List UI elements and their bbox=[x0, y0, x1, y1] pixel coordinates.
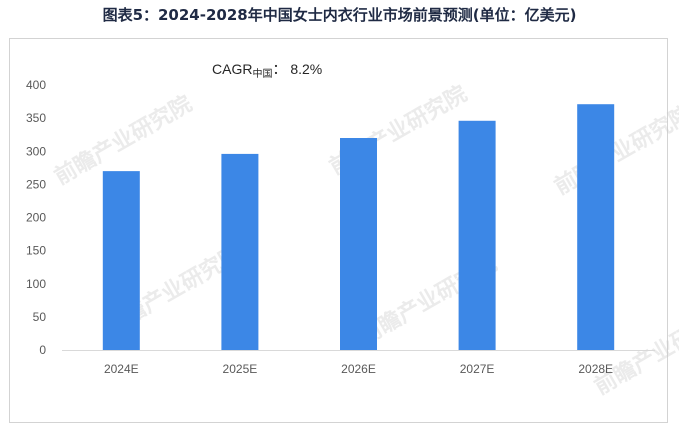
y-tick-label: 100 bbox=[26, 277, 46, 291]
y-tick-label: 50 bbox=[33, 310, 47, 324]
y-axis-ticks: 0 50 100 150 200 250 300 350 400 bbox=[26, 78, 46, 357]
y-tick-label: 200 bbox=[26, 211, 46, 225]
bar-2028E bbox=[577, 104, 615, 351]
cagr-prefix: CAGR bbox=[212, 61, 252, 77]
y-tick-label: 350 bbox=[26, 111, 46, 125]
x-tick-label: 2025E bbox=[223, 362, 258, 376]
y-tick-label: 300 bbox=[26, 144, 46, 158]
bar-2025E bbox=[221, 153, 259, 350]
watermark-text: 前瞻产业研究院 bbox=[550, 101, 679, 201]
cagr-annotation: CAGR中国： 8.2% bbox=[212, 61, 322, 80]
chart-title: 图表5：2024-2028年中国女士内衣行业市场前景预测(单位：亿美元) bbox=[102, 6, 577, 24]
x-axis-ticks: 2024E 2025E 2026E 2027E 2028E bbox=[104, 362, 613, 376]
y-tick-label: 400 bbox=[26, 78, 46, 92]
y-tick-label: 150 bbox=[26, 244, 46, 258]
x-tick-label: 2026E bbox=[341, 362, 376, 376]
x-tick-label: 2028E bbox=[578, 362, 613, 376]
bar-series bbox=[102, 104, 615, 351]
x-tick-label: 2027E bbox=[460, 362, 495, 376]
bar-2027E bbox=[458, 120, 496, 351]
cagr-value: ： 8.2% bbox=[272, 61, 322, 77]
bar-2024E bbox=[102, 171, 140, 350]
x-tick-label: 2024E bbox=[104, 362, 139, 376]
y-tick-label: 250 bbox=[26, 177, 46, 191]
bar-2026E bbox=[340, 138, 377, 350]
y-tick-label: 0 bbox=[39, 343, 46, 357]
cagr-subscript: 中国 bbox=[252, 67, 272, 80]
